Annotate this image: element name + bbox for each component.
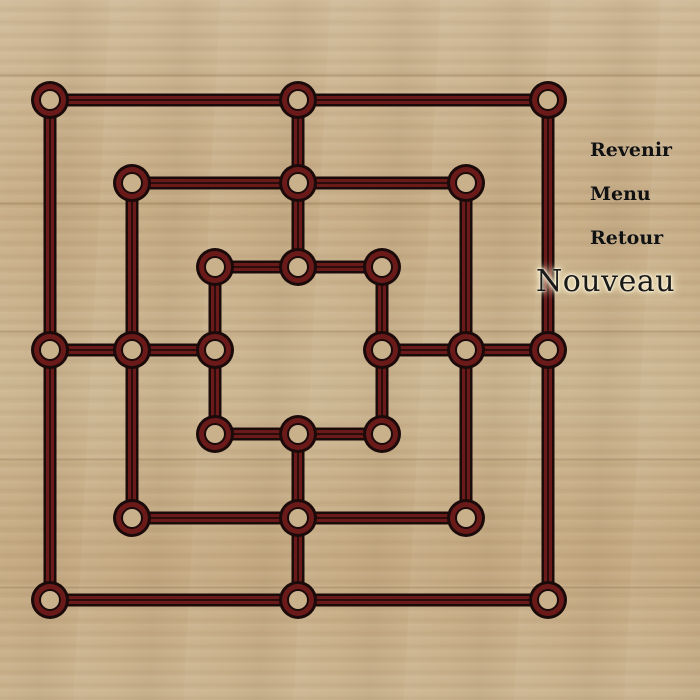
menu-item-menu[interactable]: Menu: [590, 183, 651, 205]
board-point[interactable]: [363, 248, 401, 286]
menu-item-revenir[interactable]: Revenir: [590, 139, 673, 161]
board-point[interactable]: [529, 581, 567, 619]
board-point[interactable]: [196, 248, 234, 286]
board-point[interactable]: [113, 499, 151, 537]
board-point[interactable]: [196, 415, 234, 453]
board-point[interactable]: [447, 499, 485, 537]
board-point[interactable]: [279, 581, 317, 619]
side-menu: Revenir Menu Retour Nouveau: [530, 128, 700, 304]
board-point[interactable]: [113, 164, 151, 202]
board-point[interactable]: [363, 331, 401, 369]
board-point[interactable]: [196, 331, 234, 369]
board-points: [31, 81, 567, 619]
board-point[interactable]: [279, 415, 317, 453]
board-point[interactable]: [529, 331, 567, 369]
board-point[interactable]: [279, 248, 317, 286]
board-point[interactable]: [31, 81, 69, 119]
board-point[interactable]: [31, 581, 69, 619]
board-point[interactable]: [279, 81, 317, 119]
board-point[interactable]: [447, 331, 485, 369]
board-point[interactable]: [363, 415, 401, 453]
board-point[interactable]: [447, 164, 485, 202]
menu-item-retour[interactable]: Retour: [590, 227, 664, 249]
board-point[interactable]: [279, 499, 317, 537]
board-point[interactable]: [529, 81, 567, 119]
menu-item-nouveau[interactable]: Nouveau: [536, 264, 676, 299]
board-point[interactable]: [113, 331, 151, 369]
board-point[interactable]: [31, 331, 69, 369]
board-point[interactable]: [279, 164, 317, 202]
